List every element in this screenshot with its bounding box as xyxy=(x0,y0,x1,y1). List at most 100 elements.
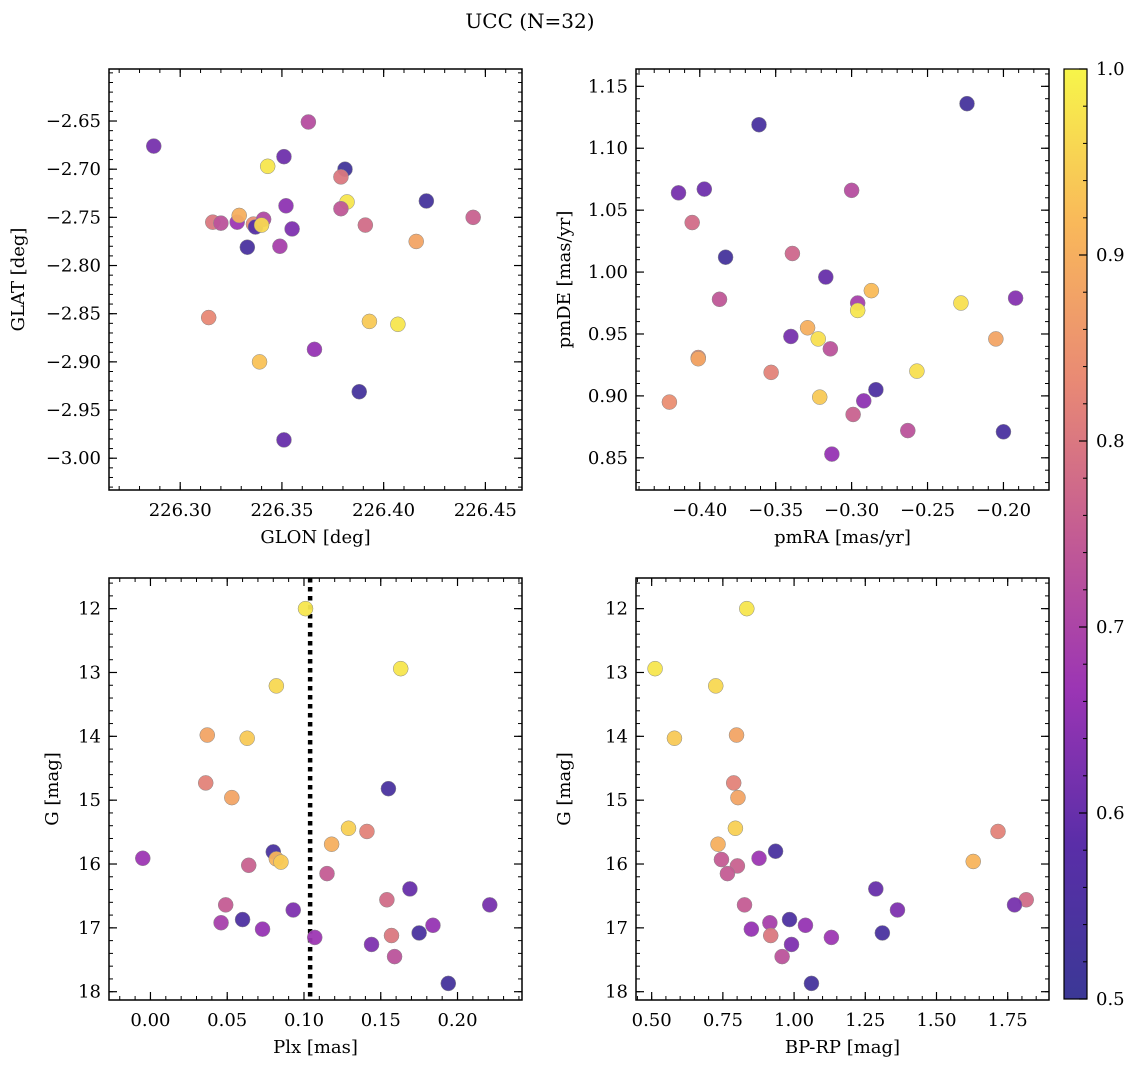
scatter-point xyxy=(953,295,969,311)
scatter-point xyxy=(408,233,424,250)
axes-frame xyxy=(635,577,1050,1001)
scatter-point xyxy=(965,853,981,870)
y-tick-label: 0.95 xyxy=(588,324,628,345)
y-tick-label: −2.70 xyxy=(46,159,101,180)
y-tick-label: 1.15 xyxy=(588,76,628,97)
y-tick-label: 17 xyxy=(605,918,628,939)
colorbar-tick-label: 0.9 xyxy=(1096,245,1125,266)
scatter-point xyxy=(711,291,728,308)
y-tick-label: 1.00 xyxy=(588,262,628,283)
x-tick-label: 0.10 xyxy=(284,1010,324,1031)
y-tick-label: 15 xyxy=(605,790,628,811)
scatter-point xyxy=(383,927,400,944)
scatter-point xyxy=(146,138,162,154)
scatter-point xyxy=(213,215,229,231)
x-tick-label: 1.50 xyxy=(916,1010,956,1031)
scatter-point xyxy=(666,730,683,746)
y-tick-label: 12 xyxy=(78,599,101,620)
x-axis-label: GLON [deg] xyxy=(260,527,370,548)
scatter-point xyxy=(751,850,767,867)
scatter-point xyxy=(300,114,317,130)
y-tick-label: 18 xyxy=(78,982,101,1003)
axes-frame xyxy=(108,68,523,491)
scatter-point xyxy=(251,354,268,370)
x-tick-label: 226.30 xyxy=(149,500,212,521)
scatter-point xyxy=(411,925,427,941)
scatter-point xyxy=(254,921,271,937)
scatter-point xyxy=(239,239,256,255)
scatter-point xyxy=(440,975,457,992)
axes-frame xyxy=(108,577,523,1001)
colorbar: 0.5 0.6 0.7 0.8 0.9 1.0 xyxy=(1063,59,1125,1010)
scatter-point xyxy=(268,678,285,694)
scatter-point xyxy=(276,148,292,165)
scatter-point xyxy=(959,95,975,112)
scatter-point xyxy=(783,328,799,345)
scatter-point xyxy=(482,897,498,913)
x-tick-label: 0.00 xyxy=(130,1010,170,1031)
y-tick-label: 0.90 xyxy=(588,386,628,407)
x-tick-label: 1.00 xyxy=(774,1010,814,1031)
scatter-point xyxy=(418,193,435,209)
y-tick-label: −2.80 xyxy=(46,256,101,277)
scatter-point xyxy=(359,823,375,840)
scatter-point xyxy=(425,917,441,934)
scatter-point xyxy=(231,207,247,224)
scatter-point xyxy=(845,406,861,423)
scatter-point xyxy=(822,341,839,357)
x-tick-label: 0.75 xyxy=(703,1010,743,1031)
scatter-point xyxy=(340,820,357,837)
panel-bprp-g: 0.50 0.75 1.00 1.25 1.50 1.75 12 13 14 15 16 17 18 BP… xyxy=(554,577,1050,1058)
scatter-point xyxy=(379,892,395,908)
x-tick-label: −0.35 xyxy=(748,500,803,521)
scatter-point xyxy=(1007,290,1024,306)
y-tick-label: −2.95 xyxy=(46,400,101,421)
scatter-point xyxy=(889,902,906,918)
scatter-point xyxy=(727,820,744,837)
y-tick-label: 0.85 xyxy=(588,448,628,469)
scatter-point xyxy=(868,881,884,897)
y-axis-label: G [mag] xyxy=(554,752,575,825)
scatter-point xyxy=(725,775,742,791)
y-axis-label: GLAT [deg] xyxy=(8,228,29,332)
y-tick-label: −2.90 xyxy=(46,352,101,373)
scatter-point xyxy=(824,446,840,462)
scatter-point xyxy=(284,221,300,237)
y-tick-label: −2.85 xyxy=(46,304,101,325)
scatter-point xyxy=(380,780,397,797)
scatter-point xyxy=(319,865,335,882)
scatter-point xyxy=(743,921,760,937)
y-tick-label: 16 xyxy=(605,854,628,875)
scatter-point xyxy=(276,432,292,448)
y-axis-label: pmDE [mas/yr] xyxy=(554,211,575,349)
scatter-point xyxy=(868,381,884,398)
scatter-point xyxy=(713,851,730,868)
y-tick-label: 17 xyxy=(78,918,101,939)
scatter-point xyxy=(297,600,314,617)
scatter-point xyxy=(900,422,916,439)
scatter-point xyxy=(239,730,255,746)
scatter-point xyxy=(763,364,779,381)
x-tick-label: 226.35 xyxy=(250,500,313,521)
scatter-point xyxy=(259,158,276,175)
x-tick-label: 0.05 xyxy=(207,1010,247,1031)
y-tick-label: 12 xyxy=(605,599,628,620)
scatter-point xyxy=(361,313,378,330)
scatter-point xyxy=(774,948,790,965)
scatter-point xyxy=(670,185,687,201)
y-tick-label: −3.00 xyxy=(46,448,101,469)
x-tick-label: −0.20 xyxy=(976,500,1031,521)
scatter-point xyxy=(874,925,891,941)
x-tick-label: 1.25 xyxy=(845,1010,885,1031)
scatter-point xyxy=(781,911,798,928)
scatter-point xyxy=(217,897,234,913)
colorbar-tick-label: 0.5 xyxy=(1096,989,1125,1010)
colorbar-tick-label: 1.0 xyxy=(1096,59,1125,80)
x-axis-label: pmRA [mas/yr] xyxy=(774,527,911,548)
y-tick-label: 16 xyxy=(78,854,101,875)
scatter-point xyxy=(767,843,784,859)
y-tick-label: 14 xyxy=(605,726,628,747)
scatter-point xyxy=(803,975,820,992)
scatter-point xyxy=(278,198,294,214)
